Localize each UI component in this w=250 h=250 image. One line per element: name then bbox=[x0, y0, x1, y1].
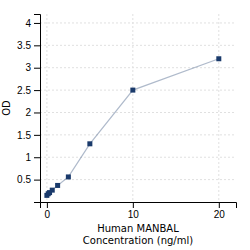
tick-label: 0 bbox=[45, 209, 51, 220]
tick: 1 bbox=[25, 152, 40, 163]
grid bbox=[40, 14, 236, 202]
tick-mark bbox=[34, 157, 40, 158]
tick-label: 4 bbox=[25, 18, 31, 29]
tick-label: 3.5 bbox=[17, 40, 31, 51]
grid-line bbox=[46, 14, 47, 202]
tick-mark bbox=[34, 135, 40, 136]
tick-label: 2.5 bbox=[17, 85, 31, 96]
tick-label: 20 bbox=[214, 209, 226, 220]
tick-mark bbox=[34, 45, 40, 46]
tick-mark bbox=[34, 90, 40, 91]
tick: 3 bbox=[25, 62, 40, 73]
line bbox=[47, 59, 219, 196]
tick: 10 bbox=[128, 202, 140, 220]
tick: 4 bbox=[25, 18, 40, 29]
tick: 0 bbox=[45, 202, 51, 220]
x-axis: 0 10 20 bbox=[41, 202, 237, 220]
grid-line bbox=[40, 112, 236, 113]
tick-label: 1.5 bbox=[17, 130, 31, 141]
tick-mark bbox=[34, 68, 40, 69]
tick: 2.5 bbox=[17, 85, 40, 96]
marker bbox=[66, 174, 71, 179]
grid-line bbox=[40, 134, 236, 135]
marker bbox=[130, 88, 135, 93]
y-axis: 0.5 1 1.5 2 2.5 3 3.5 4 bbox=[17, 15, 40, 203]
marker bbox=[87, 141, 92, 146]
tick-label: 3 bbox=[25, 62, 31, 73]
tick-label: 1 bbox=[25, 152, 31, 163]
tick: 2 bbox=[25, 107, 40, 118]
marker bbox=[216, 56, 221, 61]
marks bbox=[44, 56, 221, 198]
tick-label: 2 bbox=[25, 107, 31, 118]
grid-line bbox=[218, 14, 219, 202]
marker bbox=[50, 188, 55, 193]
plot: 0 10 20 0.5 1 1.5 2 2.5 3 3.5 4 Human MANBALConcent… bbox=[1, 14, 237, 246]
grid-line bbox=[40, 90, 236, 91]
tick: 0.5 bbox=[17, 174, 40, 185]
x-axis-title: Human MANBALConcentration (ng/ml) bbox=[83, 223, 193, 246]
axis-line bbox=[34, 15, 41, 203]
chart: 0 10 20 0.5 1 1.5 2 2.5 3 3.5 4 Human MANBALConcent… bbox=[0, 0, 250, 250]
tick: 1.5 bbox=[17, 130, 40, 141]
tick-mark bbox=[34, 23, 40, 24]
marker bbox=[55, 183, 60, 188]
tick-mark bbox=[47, 202, 48, 208]
axis-line bbox=[41, 203, 237, 209]
y-axis-title: OD bbox=[1, 100, 12, 116]
x-axis-title-line: Concentration (ng/ml) bbox=[83, 235, 193, 246]
grid-line bbox=[132, 14, 133, 202]
tick: 20 bbox=[214, 202, 226, 220]
x-axis-title-line: Human MANBAL bbox=[97, 223, 179, 234]
tick-label: 0.5 bbox=[17, 174, 31, 185]
tick-label: 10 bbox=[128, 209, 140, 220]
grid-line bbox=[40, 67, 236, 68]
grid-line bbox=[40, 45, 236, 46]
grid-line bbox=[40, 22, 236, 23]
tick-mark bbox=[34, 112, 40, 113]
tick-mark bbox=[133, 202, 134, 208]
tick-mark bbox=[219, 202, 220, 208]
tick-mark bbox=[34, 180, 40, 181]
grid-line bbox=[40, 157, 236, 158]
tick: 3.5 bbox=[17, 40, 40, 51]
